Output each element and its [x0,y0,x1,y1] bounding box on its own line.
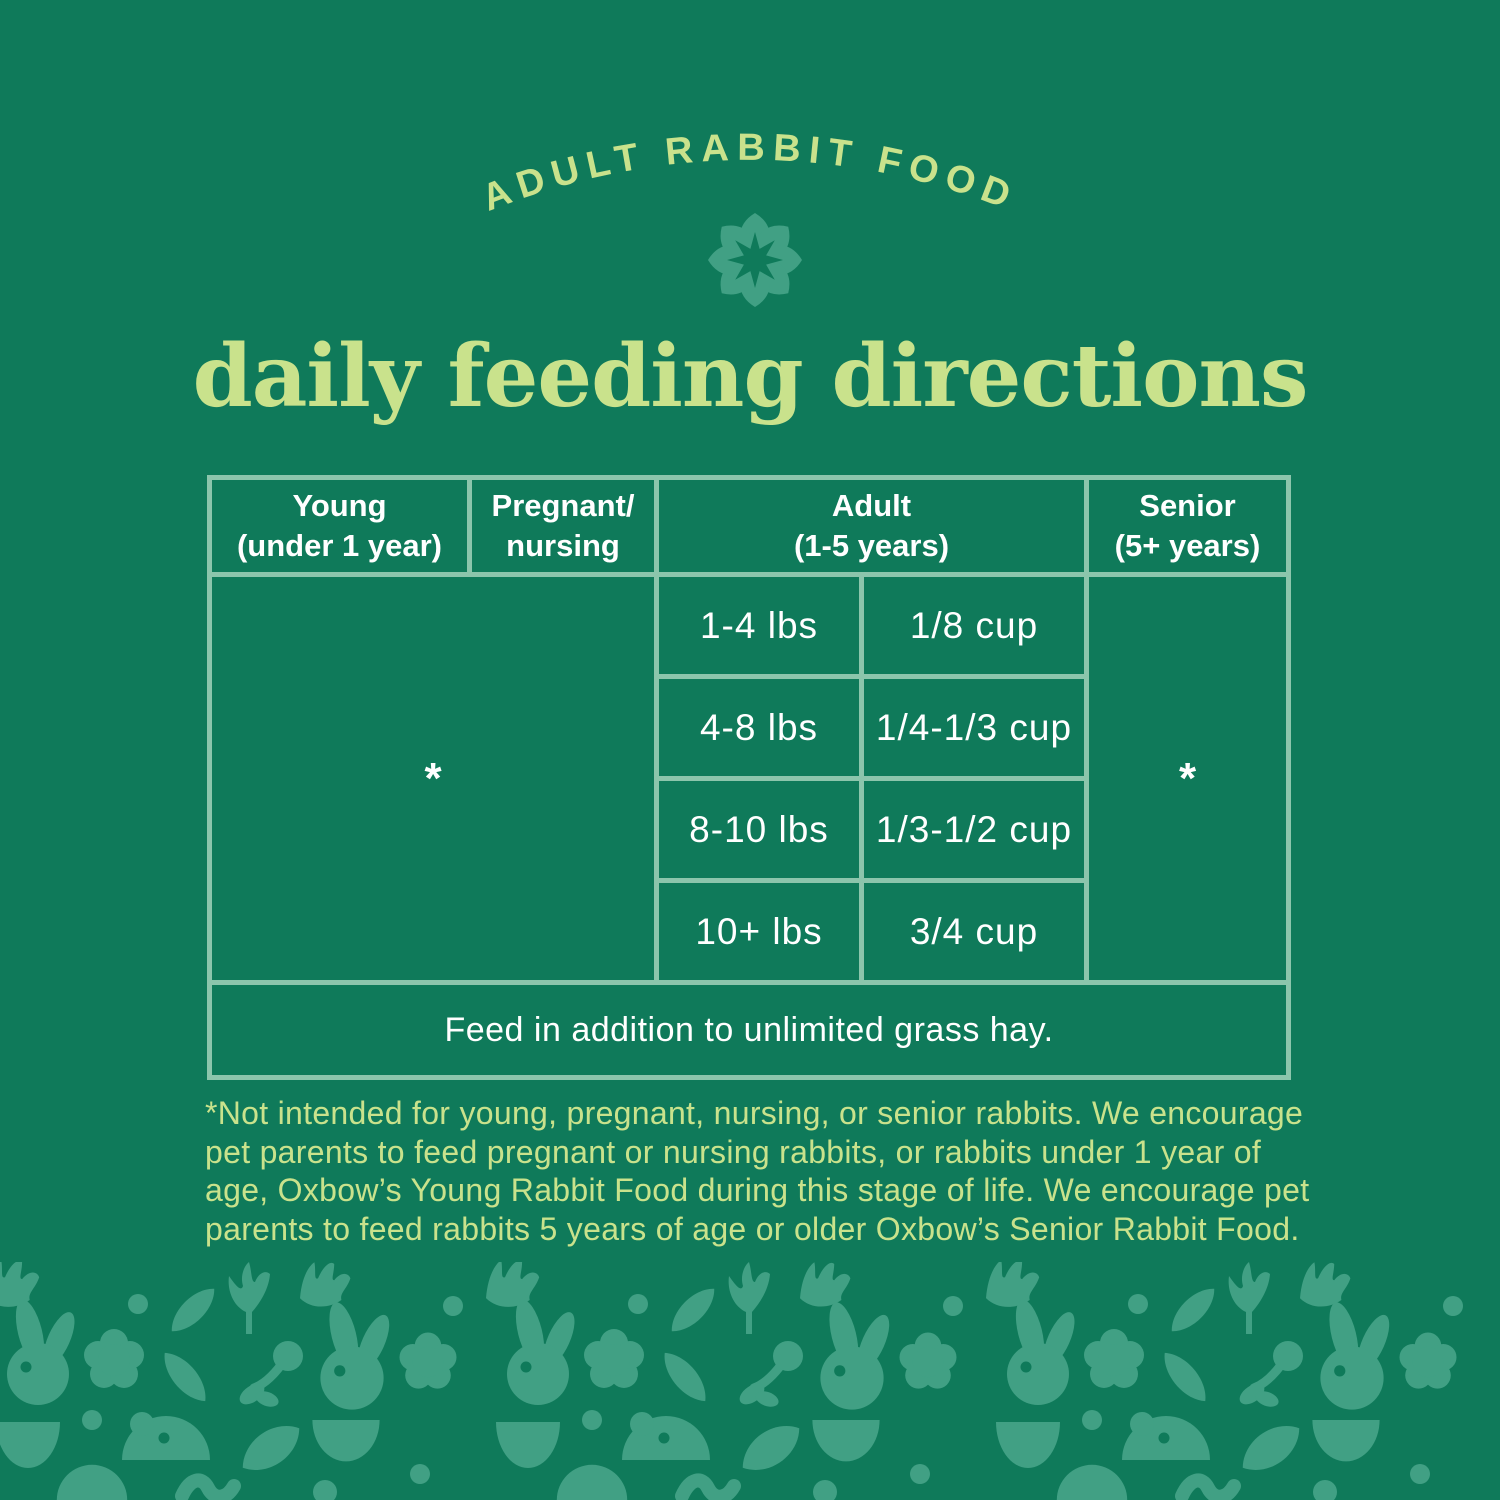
arc-product-name-text: ADULT RABBIT FOOD [477,127,1024,220]
hay-note-cell: Feed in addition to unlimited grass hay. [212,985,1286,1075]
column-header-adult-subtitle: (1-5 years) [793,528,950,563]
column-header-adult-title: Adult [831,488,912,523]
adult-amount-cell: 1/8 cup [864,577,1084,674]
column-header-young-subtitle: (under 1 year) [236,528,442,563]
footnote-line: age, Oxbow’s Young Rabbit Food during th… [205,1172,1310,1208]
star-cutout [727,232,783,288]
column-header-pregnant-title: Pregnant/ [491,488,635,523]
column-header-senior-title: Senior [1139,488,1236,523]
footnote-line: pet parents to feed pregnant or nursing … [205,1133,1262,1170]
young-pregnant-asterisk-cell: * [212,577,654,980]
column-header-pregnant: Pregnant/ nursing [472,480,654,572]
column-header-young: Young (under 1 year) [212,480,467,572]
adult-amount-cell: 3/4 cup [864,883,1084,980]
page-title: daily feeding directions [192,326,1309,427]
flower-icon [708,213,802,307]
footnote: *Not intended for young, pregnant, nursi… [205,1094,1405,1248]
column-header-young-title: Young [292,488,387,523]
arc-product-name: ADULT RABBIT FOOD [477,127,1024,220]
feeding-table: Young (under 1 year) Pregnant/ nursing A… [207,475,1291,1080]
column-header-adult: Adult (1-5 years) [659,480,1084,572]
adult-weight-cell: 10+ lbs [659,883,859,980]
adult-weight-cell: 1-4 lbs [659,577,859,674]
adult-weight-cell: 4-8 lbs [659,679,859,776]
senior-asterisk-cell: * [1089,577,1286,980]
footnote-line: *Not intended for young, pregnant, nursi… [205,1095,1304,1131]
adult-weight-cell: 8-10 lbs [659,781,859,878]
column-header-senior: Senior (5+ years) [1089,480,1286,572]
footnote-line: parents to feed rabbits 5 years of age o… [205,1210,1300,1247]
column-header-pregnant-subtitle: nursing [506,528,620,563]
decorative-pattern-band [0,1262,1500,1500]
adult-amount-cell: 1/3-1/2 cup [864,781,1084,878]
column-header-senior-subtitle: (5+ years) [1114,528,1261,563]
adult-amount-cell: 1/4-1/3 cup [864,679,1084,776]
